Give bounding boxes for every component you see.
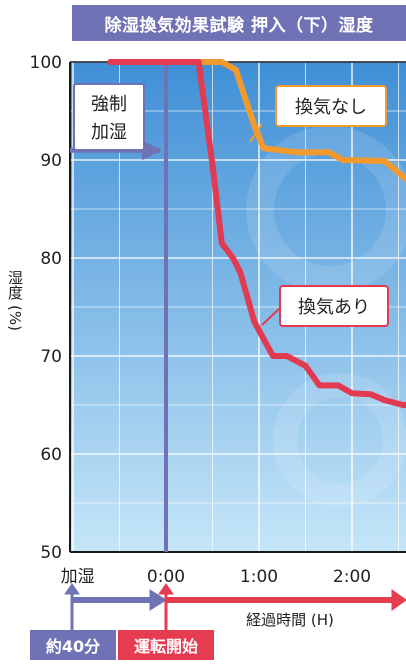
callout-forced-line1: 強制 bbox=[91, 94, 127, 115]
operation-tick-head bbox=[158, 583, 174, 595]
y-tick-label: 60 bbox=[40, 445, 62, 465]
callout-forced-line2: 加湿 bbox=[91, 122, 127, 143]
chart-title-bar: 除湿換気効果試験 押入（下）湿度 bbox=[72, 5, 406, 41]
y-tick-label: 50 bbox=[40, 543, 62, 563]
y-tick-label: 90 bbox=[40, 151, 62, 171]
y-axis-label-unit: (%) bbox=[6, 305, 24, 331]
y-tick-label: 70 bbox=[40, 347, 62, 367]
no-vent-callout: 換気なし bbox=[249, 85, 387, 143]
prep-time-badge: 約40分 bbox=[30, 630, 116, 660]
series-line-with-vent bbox=[107, 59, 406, 408]
operation-start-badge: 運転開始 bbox=[118, 630, 214, 660]
x-axis-label: 経過時間 (H) bbox=[246, 611, 334, 629]
prep-time-arrow-head bbox=[149, 589, 167, 611]
callout-with-vent: 換気あり bbox=[298, 297, 370, 318]
y-tick-labels: 100 90 80 70 60 50 bbox=[30, 53, 62, 563]
prep-tick-head bbox=[64, 583, 80, 595]
callout-no-vent: 換気なし bbox=[295, 97, 367, 118]
series-line-no-vent bbox=[163, 59, 406, 182]
forced-humidify-callout: 強制 加湿 bbox=[73, 83, 145, 151]
x-tick-labels: 加湿 0:00 1:00 2:00 bbox=[61, 567, 371, 587]
with-vent-callout: 換気あり bbox=[261, 285, 389, 327]
x-tick-label: 加湿 bbox=[61, 567, 95, 587]
y-tick-label: 80 bbox=[40, 249, 62, 269]
x-tick-label: 1:00 bbox=[240, 567, 278, 587]
y-tick-label: 100 bbox=[30, 53, 62, 73]
time-arrows bbox=[64, 583, 406, 630]
chart-title: 除湿換気効果試験 押入（下）湿度 bbox=[104, 15, 374, 36]
operation-arrow-head bbox=[391, 589, 406, 611]
x-tick-label: 2:00 bbox=[333, 567, 371, 587]
y-axis-label-humidity: 湿度 bbox=[6, 270, 24, 300]
x-tick-label: 0:00 bbox=[147, 567, 185, 587]
series-lines bbox=[107, 59, 406, 408]
